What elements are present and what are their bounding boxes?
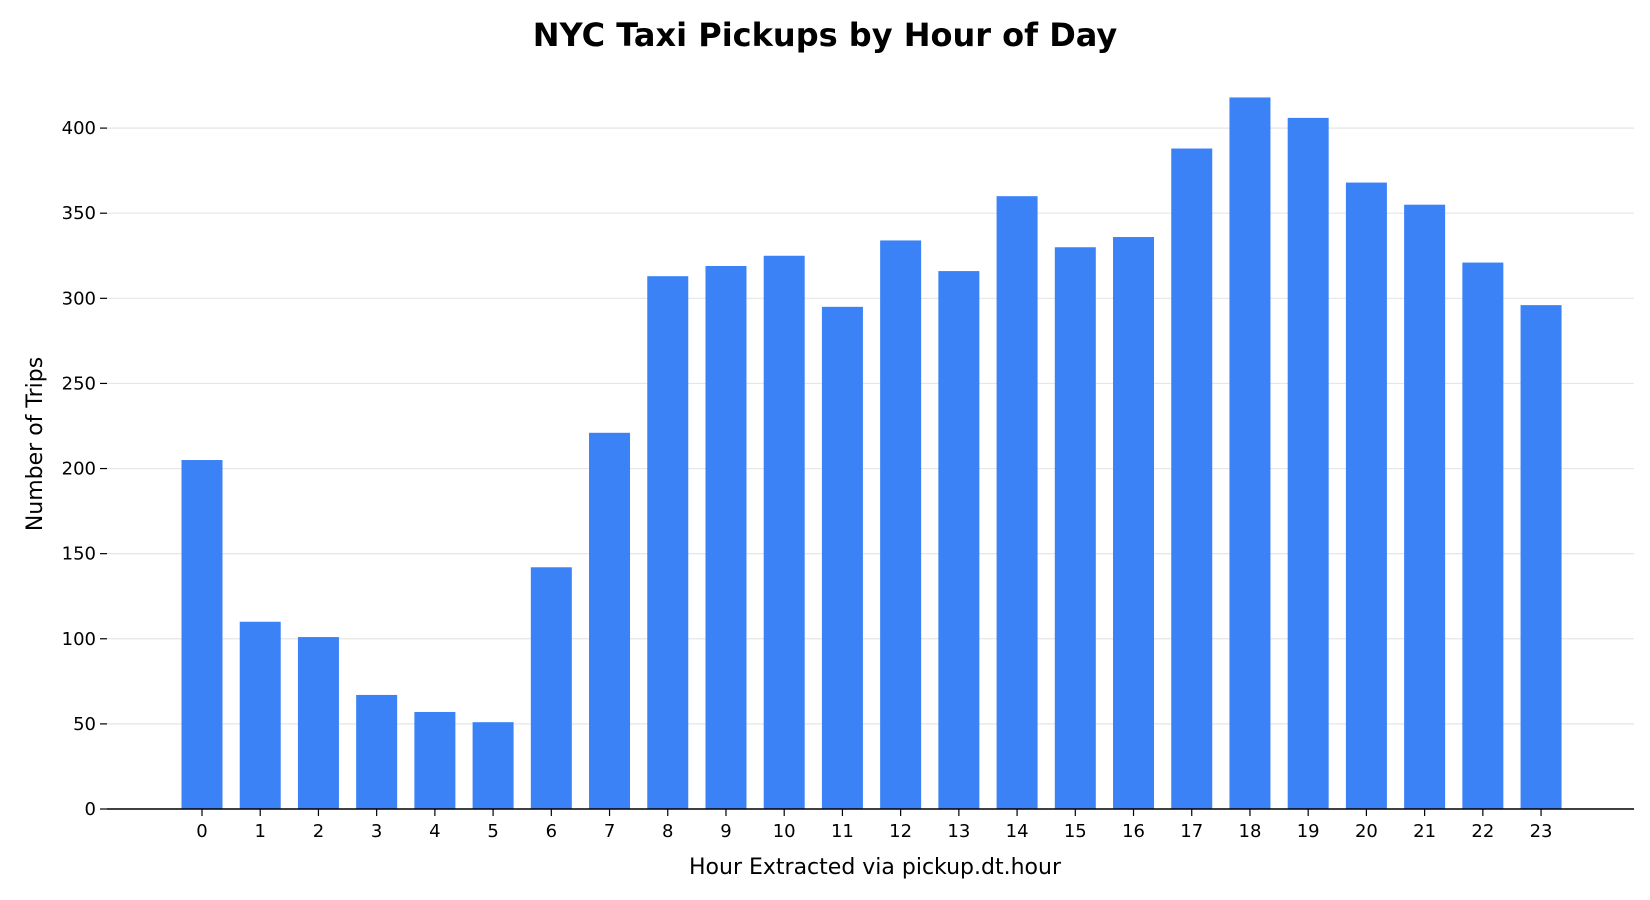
bar-hour-5 bbox=[472, 722, 514, 809]
bar-hour-6 bbox=[530, 567, 572, 809]
bar-hour-8 bbox=[647, 276, 689, 810]
bars bbox=[181, 97, 1562, 810]
x-tick-label: 5 bbox=[487, 821, 498, 842]
bar-hour-11 bbox=[821, 306, 863, 809]
bar-hour-20 bbox=[1345, 182, 1387, 810]
y-tick-label: 300 bbox=[62, 288, 96, 309]
x-tick-label: 10 bbox=[773, 821, 796, 842]
x-tick-label: 20 bbox=[1355, 821, 1378, 842]
x-tick-label: 15 bbox=[1064, 821, 1087, 842]
x-tick-label: 2 bbox=[313, 821, 324, 842]
grid-lines bbox=[107, 127, 1634, 725]
bar-hour-12 bbox=[880, 240, 922, 809]
bar-hour-15 bbox=[1054, 247, 1096, 809]
bar-hour-2 bbox=[297, 637, 339, 809]
x-tick-label: 11 bbox=[831, 821, 854, 842]
y-tick-label: 100 bbox=[62, 629, 96, 650]
x-tick-label: 9 bbox=[720, 821, 731, 842]
bar-hour-23 bbox=[1520, 305, 1562, 809]
x-tick-label: 16 bbox=[1122, 821, 1145, 842]
x-tick-label: 3 bbox=[371, 821, 382, 842]
bar-hour-14 bbox=[996, 196, 1038, 809]
y-tick-label: 250 bbox=[62, 373, 96, 394]
x-tick-label: 7 bbox=[604, 821, 615, 842]
bar-hour-1 bbox=[239, 621, 281, 809]
x-tick-label: 4 bbox=[429, 821, 440, 842]
axes bbox=[100, 127, 1634, 816]
bar-hour-19 bbox=[1287, 117, 1329, 810]
x-tick-label: 14 bbox=[1006, 821, 1029, 842]
bar-hour-7 bbox=[589, 432, 631, 809]
bar-hour-3 bbox=[356, 694, 398, 809]
x-tick-label: 13 bbox=[947, 821, 970, 842]
chart-title: NYC Taxi Pickups by Hour of Day bbox=[533, 16, 1118, 54]
bar-hour-0 bbox=[181, 460, 223, 809]
bar-hour-4 bbox=[414, 711, 456, 809]
bar-hour-18 bbox=[1229, 97, 1271, 809]
x-axis-label: Hour Extracted via pickup.dt.hour bbox=[689, 855, 1062, 880]
x-tick-label: 22 bbox=[1471, 821, 1494, 842]
y-tick-label: 350 bbox=[62, 203, 96, 224]
y-tick-label: 0 bbox=[85, 799, 96, 820]
x-tick-label: 17 bbox=[1180, 821, 1203, 842]
x-tick-label: 23 bbox=[1530, 821, 1553, 842]
x-tick-label: 21 bbox=[1413, 821, 1436, 842]
bar-hour-21 bbox=[1404, 204, 1446, 809]
x-tick-label: 18 bbox=[1239, 821, 1262, 842]
y-tick-label: 50 bbox=[73, 714, 96, 735]
x-tick-label: 8 bbox=[662, 821, 673, 842]
bar-hour-17 bbox=[1171, 148, 1213, 809]
x-tick-label: 0 bbox=[196, 821, 207, 842]
bar-hour-9 bbox=[705, 265, 747, 810]
x-tick-label: 19 bbox=[1297, 821, 1320, 842]
x-tick-label: 12 bbox=[889, 821, 912, 842]
y-tick-label: 400 bbox=[62, 118, 96, 139]
bar-hour-10 bbox=[763, 255, 805, 810]
x-tick-label: 6 bbox=[546, 821, 557, 842]
y-tick-label: 150 bbox=[62, 544, 96, 565]
y-axis-label: Number of Trips bbox=[23, 357, 48, 531]
bar-hour-22 bbox=[1462, 262, 1504, 810]
x-tick-label: 1 bbox=[254, 821, 265, 842]
bar-hour-13 bbox=[938, 271, 980, 810]
y-tick-label: 200 bbox=[62, 459, 96, 480]
bar-hour-16 bbox=[1113, 237, 1155, 809]
